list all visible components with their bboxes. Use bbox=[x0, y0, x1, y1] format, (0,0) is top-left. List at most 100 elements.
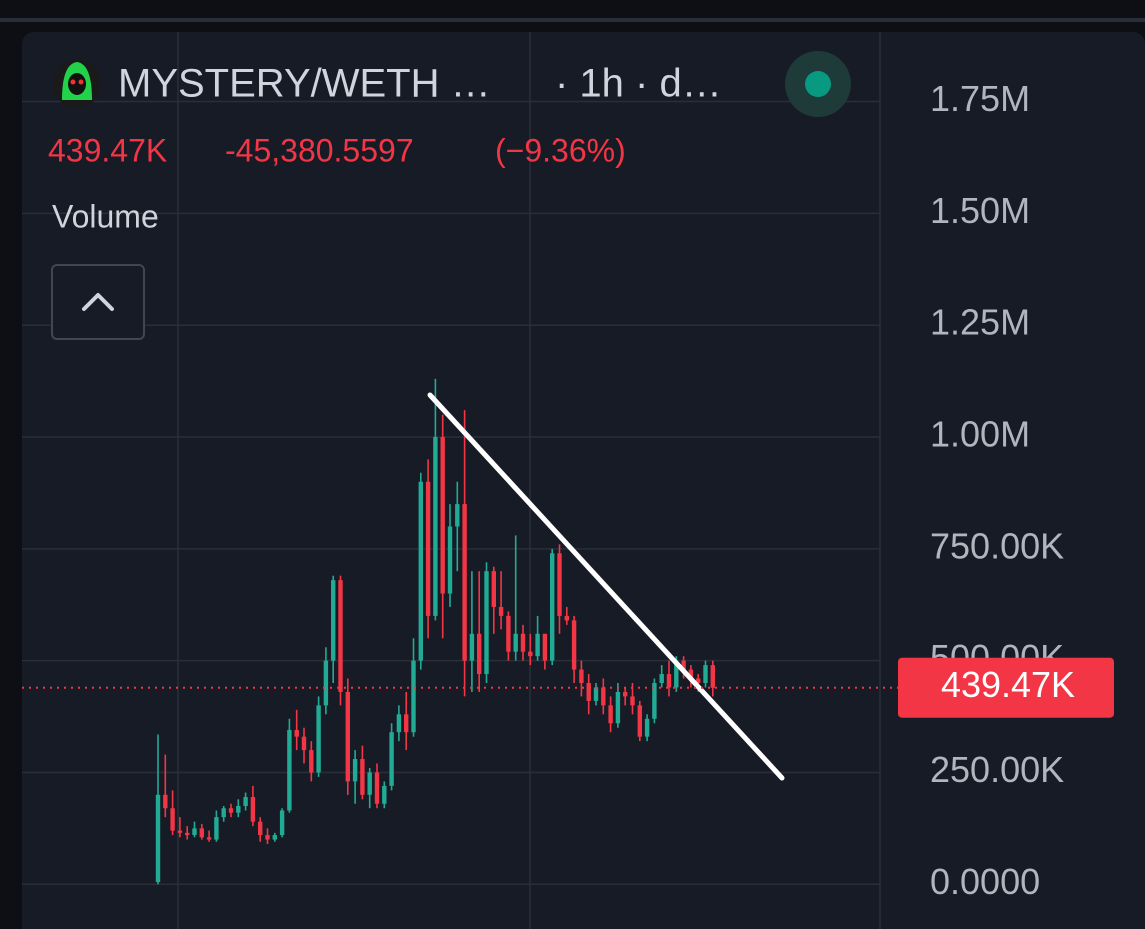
candle-body bbox=[557, 553, 562, 616]
candle-body bbox=[228, 808, 234, 813]
collapse-button[interactable] bbox=[51, 264, 145, 340]
price: 439.47K bbox=[48, 132, 167, 168]
candle-body bbox=[367, 772, 372, 795]
candle-body bbox=[477, 633, 482, 675]
candle-body bbox=[418, 481, 423, 661]
candle-body bbox=[681, 660, 686, 670]
candle-body bbox=[214, 817, 219, 840]
y-tick-label: 1.25M bbox=[930, 302, 1030, 343]
candle-body bbox=[571, 620, 577, 670]
candle-body bbox=[623, 691, 628, 697]
candle-body bbox=[411, 660, 416, 733]
candle-body bbox=[564, 615, 569, 621]
candle-body bbox=[433, 437, 438, 616]
candle-body bbox=[221, 808, 226, 818]
candle-body bbox=[601, 687, 606, 706]
candle-body bbox=[185, 832, 190, 836]
candle-body bbox=[301, 736, 307, 751]
candle-body bbox=[586, 683, 591, 701]
token-icon-face bbox=[68, 73, 86, 95]
y-tick-label: 1.50M bbox=[930, 190, 1030, 231]
candle-body bbox=[644, 718, 650, 737]
candle-body bbox=[703, 665, 708, 684]
top-divider bbox=[0, 18, 1145, 22]
candle-body bbox=[404, 714, 409, 733]
change-percent: (−9.36%) bbox=[495, 132, 626, 168]
candle-body bbox=[550, 553, 555, 661]
chart-panel bbox=[22, 32, 1145, 929]
candle-body bbox=[593, 687, 599, 701]
candle-body bbox=[520, 633, 526, 652]
candle-body bbox=[579, 669, 584, 684]
candle-body bbox=[265, 835, 270, 840]
candle-body bbox=[535, 633, 540, 657]
candle-body bbox=[506, 615, 511, 652]
y-tick-label: 750.00K bbox=[930, 525, 1064, 566]
y-tick-label: 1.00M bbox=[930, 414, 1030, 455]
candle-body bbox=[498, 606, 504, 616]
candle-body bbox=[316, 705, 321, 773]
candle-body bbox=[345, 691, 350, 782]
candle-body bbox=[192, 828, 197, 836]
candle-body bbox=[199, 828, 204, 838]
candle-body bbox=[659, 674, 664, 684]
token-icon-eye bbox=[70, 79, 76, 85]
trend-line[interactable] bbox=[427, 392, 785, 781]
y-tick-label: 0.0000 bbox=[930, 861, 1040, 902]
candle-body bbox=[615, 691, 621, 724]
candle-body bbox=[331, 580, 336, 661]
status-dot bbox=[805, 71, 831, 97]
candle-body bbox=[696, 678, 701, 684]
candle-body bbox=[469, 633, 475, 661]
candle-body bbox=[710, 665, 715, 688]
candle-body bbox=[352, 759, 358, 782]
candle-body bbox=[666, 674, 672, 688]
candle-body bbox=[258, 821, 263, 836]
y-tick-label: 250.00K bbox=[930, 749, 1064, 790]
candle-body bbox=[425, 481, 431, 616]
candle-body bbox=[236, 806, 241, 813]
candle-body bbox=[374, 772, 380, 804]
candle-body bbox=[637, 705, 642, 737]
candle-body bbox=[491, 571, 496, 607]
candle-body bbox=[513, 633, 518, 652]
last-price-tag bbox=[898, 657, 1114, 718]
candle-body bbox=[396, 714, 402, 733]
candle-body bbox=[272, 835, 277, 840]
candle-body bbox=[323, 660, 329, 706]
candle-body bbox=[440, 437, 445, 594]
candle-body bbox=[447, 526, 453, 594]
candle-body bbox=[688, 669, 694, 679]
candle-body bbox=[455, 504, 460, 527]
interval: · 1h · d… bbox=[555, 62, 722, 106]
candle-body bbox=[542, 633, 548, 661]
token-icon-eye bbox=[78, 79, 84, 85]
candle-body bbox=[163, 794, 168, 809]
chevron-up-icon bbox=[82, 293, 114, 311]
candle-body bbox=[177, 830, 183, 833]
last-price-label: 439.47K bbox=[941, 664, 1075, 705]
candle-body bbox=[279, 810, 285, 836]
candle-body bbox=[528, 651, 533, 657]
candle-body bbox=[206, 837, 212, 840]
candle-body bbox=[608, 705, 613, 724]
candle-body bbox=[294, 729, 299, 737]
candle-body bbox=[170, 808, 175, 831]
candle-body bbox=[287, 729, 292, 811]
candle-body bbox=[652, 683, 657, 719]
candle-body bbox=[250, 797, 256, 822]
symbol: MYSTERY/WETH … bbox=[118, 62, 491, 106]
candle-body bbox=[389, 732, 394, 786]
candle-body bbox=[155, 794, 161, 883]
candle-body bbox=[360, 759, 365, 795]
candle-body bbox=[462, 504, 467, 661]
candle-body bbox=[674, 660, 679, 688]
y-tick-label: 1.75M bbox=[930, 78, 1030, 119]
indicator-label: Volume bbox=[52, 198, 159, 234]
candle-body bbox=[309, 750, 314, 773]
candle-body bbox=[382, 785, 387, 804]
candle-body bbox=[243, 797, 248, 807]
candle-body bbox=[338, 580, 343, 692]
